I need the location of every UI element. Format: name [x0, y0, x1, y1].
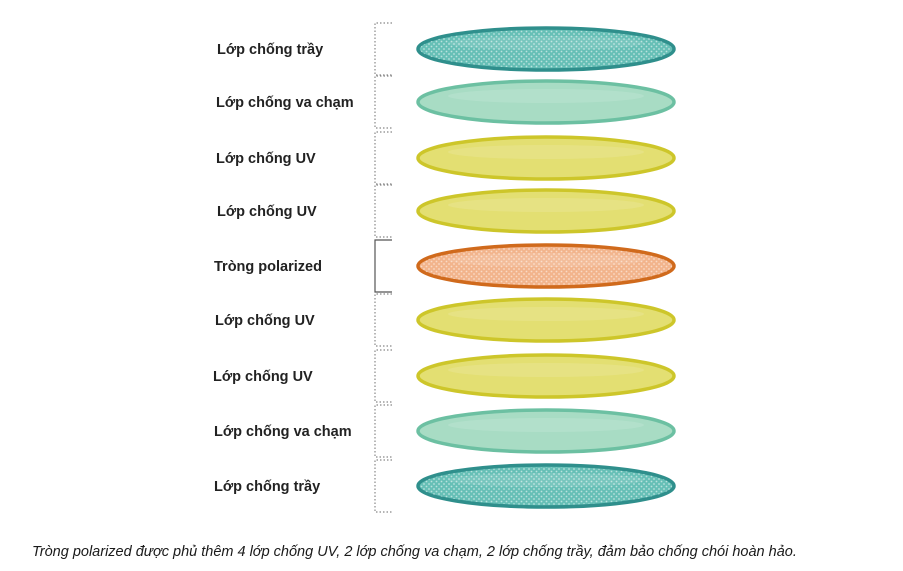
layer-uv: Lớp chống UV	[213, 349, 676, 403]
layer-label: Lớp chống UV	[216, 151, 316, 167]
lens-texture	[420, 467, 672, 505]
layer-uv: Lớp chống UV	[215, 293, 676, 347]
dotted-bracket-icon	[374, 22, 392, 76]
lens-highlight	[448, 198, 644, 212]
dotted-bracket-icon	[374, 131, 392, 185]
layer-label: Lớp chống trầy	[214, 479, 320, 495]
layer-label: Lớp chống UV	[215, 313, 315, 329]
dotted-bracket-icon	[374, 75, 392, 129]
layer-polarized: Tròng polarized	[214, 239, 676, 293]
layer-label: Lớp chống UV	[213, 369, 313, 385]
layer-label: Lớp chống va chạm	[216, 95, 354, 111]
solid-bracket-icon	[374, 239, 392, 293]
layer-impact: Lớp chống va chạm	[214, 404, 676, 458]
layer-impact: Lớp chống va chạm	[216, 75, 676, 129]
dotted-bracket-icon	[374, 404, 392, 458]
layer-scratch: Lớp chống trầy	[214, 459, 676, 513]
lens-highlight	[448, 473, 644, 487]
lens-layer-diagram: Lớp chống trầy Lớp chống va chạm Lớp chống…	[213, 22, 676, 513]
dotted-bracket-icon	[374, 293, 392, 347]
layer-uv: Lớp chống UV	[217, 184, 676, 238]
lens-layer-impact	[416, 408, 676, 454]
lens-layer-uv	[416, 135, 676, 181]
lens-highlight	[448, 253, 644, 267]
layer-label: Tròng polarized	[214, 259, 322, 275]
dotted-bracket-icon	[374, 459, 392, 513]
lens-texture	[420, 30, 672, 68]
lens-layer-uv	[416, 353, 676, 399]
caption: Tròng polarized được phủ thêm 4 lớp chốn…	[32, 544, 797, 560]
lens-highlight	[448, 363, 644, 377]
layer-label: Lớp chống va chạm	[214, 424, 352, 440]
layer-label: Lớp chống trầy	[217, 42, 323, 58]
layer-uv: Lớp chống UV	[216, 131, 676, 185]
lens-highlight	[448, 307, 644, 321]
lens-highlight	[448, 418, 644, 432]
lens-highlight	[448, 89, 644, 103]
lens-layer-uv	[416, 297, 676, 343]
lens-highlight	[448, 36, 644, 50]
layer-scratch: Lớp chống trầy	[217, 22, 676, 76]
layer-label: Lớp chống UV	[217, 204, 317, 220]
lens-layer-uv	[416, 188, 676, 234]
lens-highlight	[448, 145, 644, 159]
lens-layer-impact	[416, 79, 676, 125]
dotted-bracket-icon	[374, 184, 392, 238]
lens-texture	[420, 247, 672, 285]
dotted-bracket-icon	[374, 349, 392, 403]
